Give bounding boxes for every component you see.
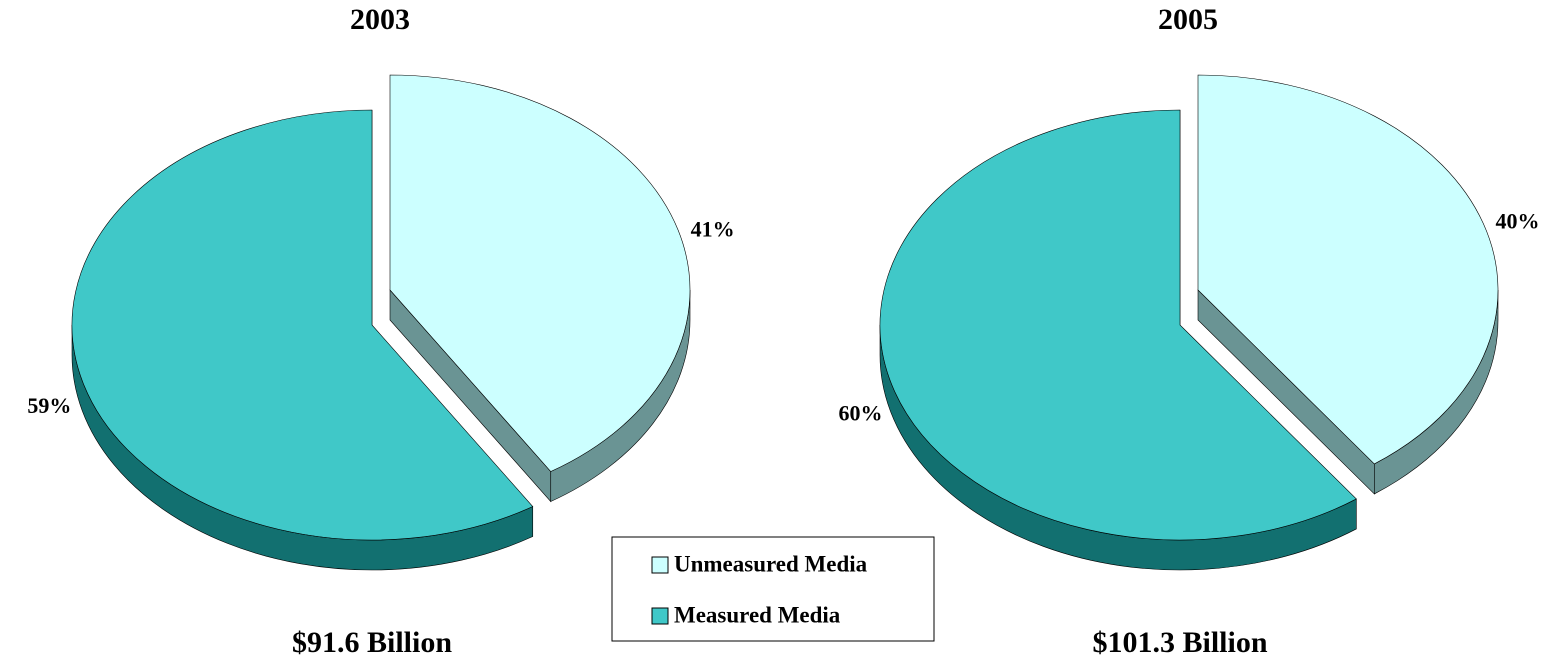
legend-label: Measured Media — [674, 602, 841, 627]
data-label: 60% — [838, 400, 882, 425]
legend-swatch — [651, 556, 669, 574]
chart-title: 2003 — [350, 3, 410, 36]
slice — [1197, 74, 1499, 465]
legend-swatch — [651, 607, 669, 625]
data-label: 40% — [1496, 209, 1540, 234]
data-label: 41% — [691, 216, 735, 241]
chart-title: 2005 — [1158, 3, 1218, 36]
legend-label: Unmeasured Media — [674, 551, 868, 576]
chart-caption: $91.6 Billion — [292, 626, 452, 659]
slice — [879, 109, 1357, 541]
chart-caption: $101.3 Billion — [1092, 626, 1267, 659]
slice — [389, 74, 691, 472]
data-label: 59% — [27, 393, 71, 418]
slice — [71, 109, 534, 541]
